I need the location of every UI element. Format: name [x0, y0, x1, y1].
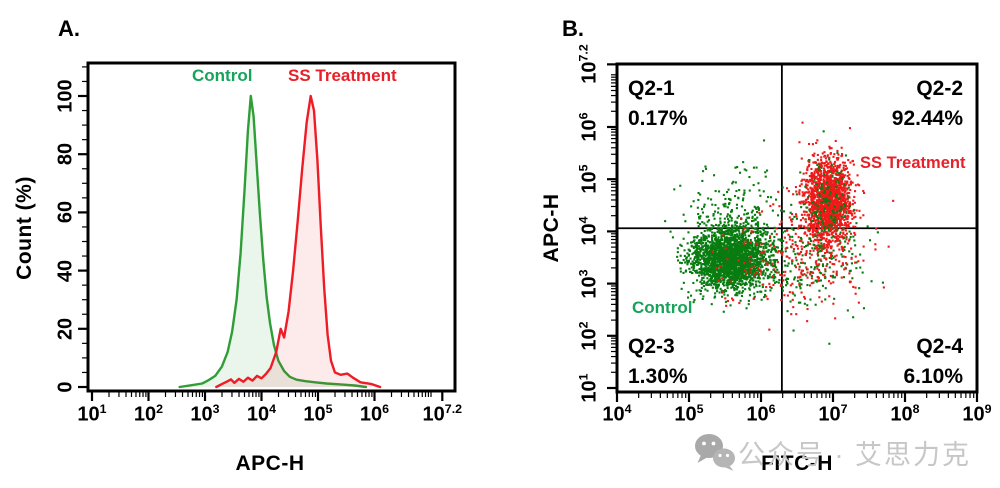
panel-a-x-tick-label: 102	[133, 402, 164, 426]
panel-b-x-tick-label: 105	[674, 402, 704, 426]
panel-a-x-tick-label: 105	[303, 402, 333, 426]
panel-a-label: A.	[58, 16, 80, 41]
quadrant-label-q2-4: Q2-4 6.10%	[903, 332, 963, 392]
quadrant-q2-1-value: 0.17%	[628, 107, 688, 130]
quadrant-q2-3-name: Q2-3	[628, 335, 675, 358]
scatter-control-label: Control	[632, 298, 693, 317]
quadrant-q2-4-value: 6.10%	[903, 365, 963, 388]
panel-b-y-tick-label: 104	[576, 216, 601, 246]
quadrant-label-q2-2: Q2-2 92.44%	[892, 74, 963, 134]
panel-b-y-tick-label: 107.2	[576, 44, 601, 85]
panel-a-y-tick-label: 80	[54, 143, 77, 166]
panel-a-x-tick-label: 106	[359, 402, 390, 426]
watermark-text: 公众号 · 艾思力克	[738, 440, 971, 470]
panel-b-label: B.	[562, 16, 584, 41]
histogram-curve-0	[178, 94, 368, 389]
histogram-curve-1	[215, 94, 382, 389]
panel-b-y-tick-label: 106	[576, 112, 601, 142]
quadrant-label-q2-3: Q2-3 1.30%	[628, 332, 688, 392]
quadrant-label-q2-1: Q2-1 0.17%	[628, 74, 688, 134]
panel-a-y-tick-label: 40	[54, 259, 77, 282]
panel-a-y-axis-title: Count (%)	[13, 176, 36, 280]
panel-a-y-tick-label: 60	[54, 201, 77, 224]
wechat-icon	[695, 434, 735, 471]
quadrant-q2-2-value: 92.44%	[891, 107, 963, 130]
panel-b-x-tick-label: 104	[602, 402, 632, 426]
panel-a-x-tick-label: 104	[246, 402, 277, 426]
panel-b-x-tick-label: 107	[818, 402, 848, 426]
panel-b-y-tick-label: 103	[576, 269, 601, 299]
legend-ss-treatment-label: SS Treatment	[288, 66, 397, 85]
panel-b-x-tick-label: 108	[890, 402, 920, 426]
panel-a-x-tick-label: 107.2	[422, 402, 463, 426]
panel-b-x-axis-title: FITC-H	[761, 452, 833, 475]
scatter-cluster-control-in-treated	[790, 130, 856, 260]
quadrant-q2-2-name: Q2-2	[916, 77, 963, 100]
panel-b-y-tick-label: 105	[576, 164, 601, 194]
legend-control-label: Control	[192, 66, 253, 85]
panel-b-x-tick-label: 109	[962, 402, 992, 426]
panel-b-y-axis-title: APC-H	[540, 193, 563, 263]
quadrant-q2-4-name: Q2-4	[916, 335, 963, 358]
quadrant-q2-1-name: Q2-1	[628, 77, 675, 100]
panel-a-x-axis-title: APC-H	[235, 452, 305, 475]
scatter-cluster-treated-left-spray	[711, 217, 821, 331]
panel-a-y-tick-label: 0	[54, 381, 77, 393]
panel-a-frame	[86, 61, 457, 393]
panel-a-y-tick-label: 20	[54, 317, 77, 340]
histogram-fill-1	[216, 96, 381, 387]
scatter-ss-treatment-label: SS Treatment	[860, 154, 966, 172]
panel-b-y-tick-label: 102	[576, 321, 601, 351]
panel-a-y-tick-label: 100	[54, 79, 77, 113]
panel-a-x-tick-label: 103	[190, 402, 220, 426]
panel-b-y-tick-label: 101	[576, 373, 601, 403]
quadrant-q2-3-value: 1.30%	[628, 365, 688, 388]
panel-b-x-tick-label: 106	[746, 402, 776, 426]
panel-a-x-tick-label: 101	[77, 402, 107, 426]
